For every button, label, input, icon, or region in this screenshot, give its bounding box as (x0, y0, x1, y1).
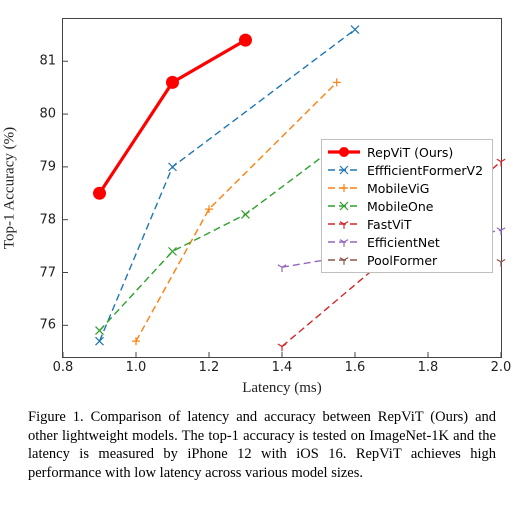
x-tick: 2.0 (491, 360, 512, 375)
legend-row: FastViT (327, 215, 487, 233)
y-tick: 76 (26, 318, 56, 333)
legend-label: MobileViG (367, 181, 429, 196)
x-tick: 0.8 (53, 360, 74, 375)
y-tick: 80 (26, 107, 56, 122)
legend-swatch (327, 217, 361, 231)
y-tick: 77 (26, 265, 56, 280)
y-tick: 78 (26, 212, 56, 227)
legend-label: PoolFormer (367, 253, 437, 268)
plot-area: RepViT (Ours) EffficientFormerV2 MobileViG… (62, 18, 502, 358)
legend-swatch (327, 199, 361, 213)
caption-text: Comparison of latency and accuracy betwe… (28, 409, 496, 481)
legend-row: EffficientFormerV2 (327, 161, 487, 179)
legend-row: MobileViG (327, 179, 487, 197)
legend-swatch (327, 235, 361, 249)
legend: RepViT (Ours) EffficientFormerV2 MobileViG… (321, 139, 493, 273)
legend-row: MobileOne (327, 197, 487, 215)
y-tick: 81 (26, 54, 56, 69)
legend-label: EfficientNet (367, 235, 440, 250)
legend-label: EffficientFormerV2 (367, 163, 483, 178)
legend-label: MobileOne (367, 199, 433, 214)
legend-row: PoolFormer (327, 251, 487, 269)
caption-label: Figure 1. (28, 409, 84, 425)
legend-row: RepViT (Ours) (327, 143, 487, 161)
x-axis-label: Latency (ms) (242, 380, 322, 397)
legend-swatch (327, 253, 361, 267)
legend-swatch (327, 163, 361, 177)
x-tick: 1.6 (345, 360, 366, 375)
legend-swatch (327, 181, 361, 195)
legend-swatch (327, 145, 361, 159)
legend-label: FastViT (367, 217, 412, 232)
x-tick: 1.2 (199, 360, 220, 375)
figure-container: Top-1 Accuracy (%) RepViT (Ours) Effficie… (0, 0, 520, 508)
y-axis-label: Top-1 Accuracy (%) (2, 127, 19, 249)
x-tick: 1.4 (272, 360, 293, 375)
y-tick: 79 (26, 159, 56, 174)
figure-caption: Figure 1. Comparison of latency and accu… (28, 408, 496, 482)
x-tick: 1.0 (126, 360, 147, 375)
legend-row: EfficientNet (327, 233, 487, 251)
legend-label: RepViT (Ours) (367, 145, 453, 160)
x-tick: 1.8 (418, 360, 439, 375)
